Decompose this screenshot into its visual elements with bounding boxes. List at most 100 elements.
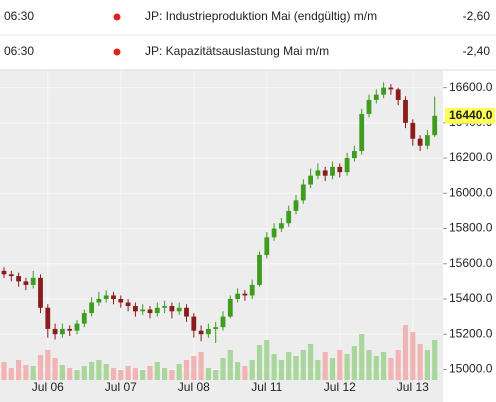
- volume-bar: [59, 365, 65, 380]
- candle-body: [184, 307, 189, 317]
- candle-body: [286, 210, 292, 224]
- y-tick-label: 15000.0: [449, 362, 493, 376]
- candle-body: [125, 302, 131, 307]
- volume-bar: [351, 346, 357, 380]
- candle-body: [191, 316, 197, 331]
- volume-bar: [264, 340, 270, 380]
- volume-bar: [249, 360, 255, 380]
- volume-bar: [1, 362, 7, 380]
- volume-bar: [154, 362, 160, 380]
- volume-bar: [162, 368, 168, 380]
- x-tick-label: Jul 08: [178, 380, 210, 394]
- volume-bar: [89, 362, 95, 380]
- volume-bar: [424, 350, 430, 380]
- volume-bar: [132, 368, 138, 380]
- candle-body: [271, 228, 277, 238]
- candle-body: [198, 330, 204, 335]
- volume-bar: [235, 362, 241, 380]
- volume-bar: [337, 350, 343, 380]
- volume-bar: [227, 350, 233, 380]
- volume-bar: [300, 350, 306, 380]
- importance-dot: [113, 13, 121, 21]
- candle-body: [67, 328, 73, 331]
- candle-body: [235, 293, 240, 299]
- x-tick-label: Jul 06: [32, 380, 64, 394]
- candle-body: [1, 270, 7, 275]
- volume-bar: [359, 334, 365, 380]
- y-tick-label: 16600.0: [449, 80, 493, 94]
- candle-body: [8, 274, 14, 277]
- event-name: JP: Industrieproduktion Mai (endgültig) …: [145, 9, 377, 23]
- volume-bar: [8, 368, 14, 380]
- candle-body: [176, 307, 182, 312]
- candle-body: [147, 309, 153, 314]
- grid: [0, 70, 443, 380]
- candle-body: [220, 316, 226, 328]
- candle-body: [410, 122, 416, 139]
- volume-bar: [286, 352, 292, 380]
- volume-bar: [191, 356, 197, 380]
- y-tick-label: 15600.0: [449, 256, 493, 270]
- candle-body: [373, 94, 379, 100]
- volume-bar: [388, 358, 394, 380]
- candle-body: [103, 295, 109, 299]
- volume-bar: [256, 345, 263, 380]
- x-tick-label: Jul 11: [251, 380, 282, 394]
- volume-bar: [205, 368, 211, 380]
- candle-body: [45, 307, 51, 329]
- volume-bar: [373, 356, 379, 380]
- volume-bar: [52, 358, 58, 380]
- candle-body: [308, 175, 313, 185]
- event-table: 06:30 JP: Industrieproduktion Mai (endgül…: [0, 0, 496, 71]
- candle-body: [213, 327, 219, 329]
- y-tick-label: 15200.0: [449, 326, 493, 340]
- candle-body: [279, 223, 284, 229]
- volume-bar: [74, 370, 80, 380]
- candle-body: [169, 306, 175, 312]
- y-tick-label: 15800.0: [449, 221, 493, 235]
- event-time: 06:30: [4, 44, 34, 58]
- candle-body: [257, 254, 262, 285]
- candle-body: [330, 166, 335, 176]
- candle-body: [38, 277, 43, 308]
- candle-body: [154, 307, 160, 314]
- candle-body: [417, 138, 423, 146]
- volume-bar: [271, 354, 277, 380]
- candle-body: [388, 87, 394, 90]
- volume-bar: [410, 332, 416, 380]
- candle-body: [381, 87, 386, 95]
- volume-bar: [30, 366, 36, 380]
- event-time: 06:30: [4, 9, 34, 23]
- volume-bar: [329, 358, 336, 380]
- candle-body: [264, 237, 270, 255]
- candle-body: [315, 170, 321, 176]
- volume-bar: [315, 360, 321, 380]
- candle-body: [403, 99, 408, 123]
- volume-bar: [293, 356, 299, 380]
- volume-bar: [183, 360, 190, 380]
- volume-bar: [23, 365, 29, 380]
- importance-dot: [113, 48, 121, 56]
- volume-bar: [366, 350, 372, 380]
- candle-body: [300, 184, 306, 201]
- candle-body: [140, 309, 146, 312]
- volume-bar: [417, 344, 423, 380]
- candle-body: [96, 298, 102, 303]
- volume-bar: [45, 350, 51, 380]
- last-price-label: 16440.0: [449, 108, 493, 122]
- volume-bar: [110, 368, 117, 380]
- volume-bar: [176, 364, 182, 380]
- candle-body: [337, 166, 343, 173]
- volume-bar: [308, 344, 314, 380]
- volume-bar: [432, 340, 438, 380]
- volume-bar: [16, 360, 22, 380]
- candle-body: [206, 328, 211, 335]
- candle-body: [344, 158, 350, 173]
- volume-bar: [37, 355, 44, 380]
- volume-bar: [322, 352, 328, 380]
- candle-body: [30, 277, 36, 285]
- x-tick-label: Jul 13: [397, 380, 429, 394]
- candle-body: [366, 99, 372, 115]
- volume-bar: [169, 370, 175, 380]
